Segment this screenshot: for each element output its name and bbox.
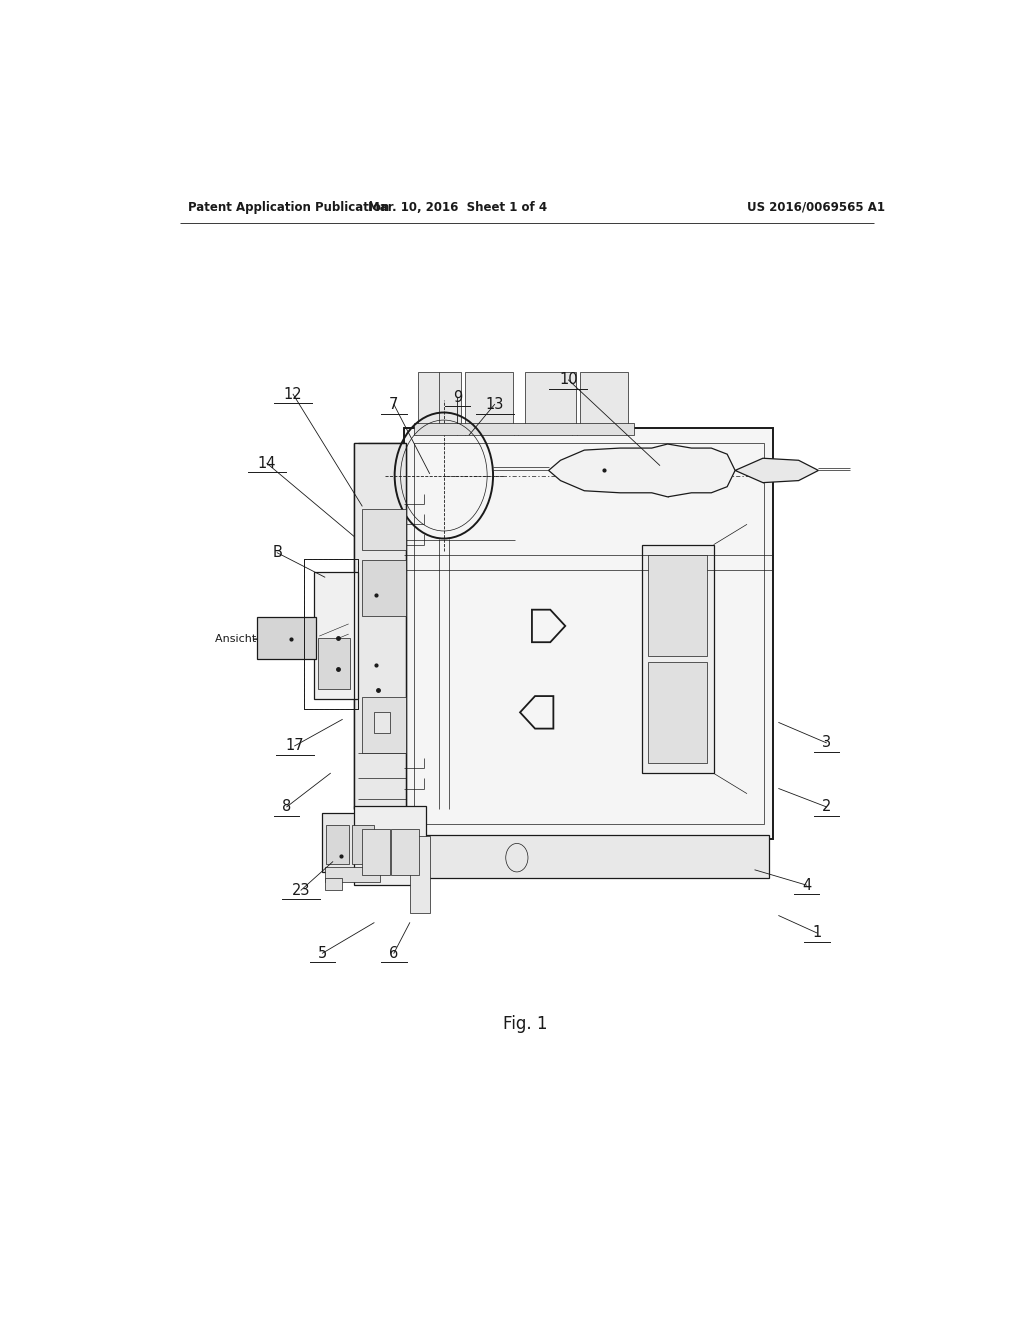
Bar xyxy=(362,829,390,875)
Bar xyxy=(418,372,461,430)
Text: US 2016/0069565 A1: US 2016/0069565 A1 xyxy=(748,201,885,214)
Text: 4: 4 xyxy=(802,878,811,892)
Bar xyxy=(323,813,382,873)
Bar xyxy=(314,572,358,700)
Bar xyxy=(362,560,406,615)
Bar xyxy=(410,837,430,912)
Text: Mar. 10, 2016  Sheet 1 of 4: Mar. 10, 2016 Sheet 1 of 4 xyxy=(368,201,547,214)
Text: 8: 8 xyxy=(282,800,292,814)
Bar xyxy=(642,545,714,774)
Bar xyxy=(581,372,628,430)
Bar xyxy=(414,444,764,824)
Bar xyxy=(524,372,577,430)
Text: 5: 5 xyxy=(317,945,327,961)
Text: 9: 9 xyxy=(453,389,462,405)
Text: 3: 3 xyxy=(822,735,830,750)
Polygon shape xyxy=(735,458,818,483)
Bar xyxy=(354,444,406,809)
Text: Patent Application Publication: Patent Application Publication xyxy=(187,201,389,214)
Bar xyxy=(648,661,708,763)
Bar xyxy=(404,428,773,840)
Bar xyxy=(362,697,406,752)
Text: 17: 17 xyxy=(286,738,304,754)
Bar xyxy=(257,616,316,660)
Polygon shape xyxy=(549,444,735,496)
Text: 10: 10 xyxy=(559,372,578,388)
Bar xyxy=(391,829,419,875)
Bar xyxy=(409,836,769,878)
Text: Fig. 1: Fig. 1 xyxy=(503,1015,547,1034)
Text: B: B xyxy=(272,545,283,560)
Bar xyxy=(354,805,426,886)
Text: Ansicht Z: Ansicht Z xyxy=(215,634,267,644)
Text: 2: 2 xyxy=(821,800,831,814)
Text: 7: 7 xyxy=(389,397,398,412)
Text: 6: 6 xyxy=(389,945,398,961)
Bar xyxy=(414,422,634,434)
Text: 12: 12 xyxy=(284,387,302,401)
Bar xyxy=(352,825,374,863)
Text: 23: 23 xyxy=(292,883,310,898)
Bar xyxy=(325,867,380,882)
Bar xyxy=(374,713,390,733)
Text: 1: 1 xyxy=(812,925,821,940)
Text: 14: 14 xyxy=(258,455,276,471)
Bar xyxy=(327,825,348,863)
Bar xyxy=(648,554,708,656)
Bar xyxy=(465,372,513,430)
Bar xyxy=(318,638,350,689)
Bar xyxy=(362,510,406,549)
Bar xyxy=(304,558,358,709)
Text: 13: 13 xyxy=(485,397,504,412)
Bar xyxy=(354,444,406,809)
Bar xyxy=(325,878,342,890)
